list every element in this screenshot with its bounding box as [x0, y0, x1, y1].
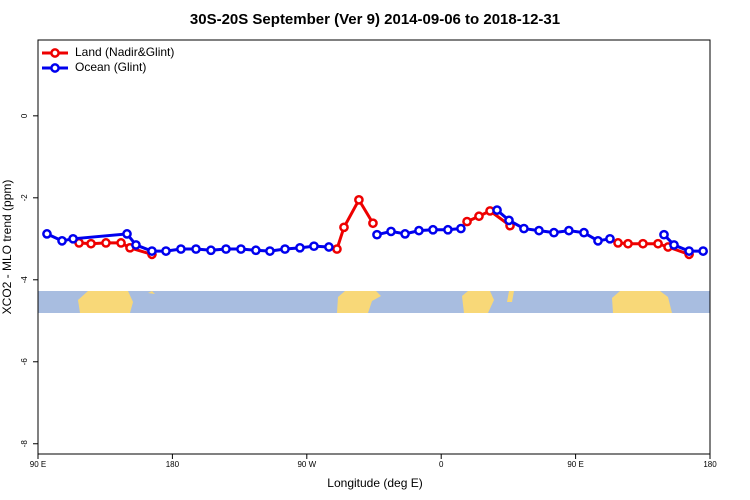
y-tick-label: -4 [20, 276, 29, 284]
series-line [662, 233, 704, 253]
plot-frame [37, 39, 711, 455]
data-point [354, 195, 364, 205]
data-point [147, 246, 157, 256]
data-point [623, 238, 633, 249]
data-point [251, 245, 261, 256]
data-point [698, 246, 708, 256]
data-point [265, 246, 275, 256]
data-point [236, 244, 246, 254]
y-tick-label: -2 [20, 194, 29, 202]
data-point [295, 242, 305, 253]
data-point [122, 229, 132, 239]
x-tick-label: 180 [166, 460, 180, 469]
map-strip [38, 291, 710, 313]
legend-marker [50, 63, 60, 73]
data-point [400, 229, 410, 239]
data-point [605, 233, 615, 244]
data-point [638, 238, 648, 249]
data-point [86, 238, 96, 249]
data-point [414, 225, 424, 236]
y-tick-label: 0 [20, 113, 29, 118]
chart-title: 30S-20S September (Ver 9) 2014-09-06 to … [190, 11, 560, 28]
data-point [564, 225, 574, 236]
data-point [176, 244, 186, 254]
data-point [368, 218, 378, 229]
data-point [42, 229, 52, 239]
data-point [474, 211, 484, 222]
data-point [549, 227, 559, 238]
data-point [443, 224, 453, 235]
data-point [462, 216, 472, 227]
data-point [131, 240, 141, 250]
data-point [684, 246, 694, 256]
data-point [116, 238, 126, 248]
x-tick-label: 90 E [567, 460, 583, 469]
data-point [339, 222, 349, 233]
data-point [386, 226, 396, 237]
data-point [579, 227, 589, 238]
data-point [428, 224, 438, 235]
data-point [221, 244, 231, 254]
data-point [372, 229, 382, 240]
data-point [613, 238, 623, 248]
data-point [206, 245, 216, 256]
data-point [101, 238, 111, 248]
y-tick-label: -8 [20, 440, 29, 448]
data-point [593, 236, 603, 246]
data-point [161, 246, 171, 256]
data-point [519, 223, 529, 234]
data-point [492, 205, 502, 215]
data-point [57, 236, 67, 246]
x-axis-label: Longitude (deg E) [327, 476, 422, 490]
data-point [669, 240, 679, 250]
data-point [659, 229, 669, 240]
data-point [653, 238, 663, 249]
series-line [466, 209, 511, 227]
data-point [309, 241, 319, 252]
data-point [456, 223, 466, 234]
y-tick-label: -6 [20, 358, 29, 366]
series-line [335, 196, 375, 250]
legend-label: Land (Nadir&Glint) [75, 45, 174, 59]
x-tick-label: 90 E [30, 460, 46, 469]
data-point [280, 244, 290, 254]
x-tick-label: 90 W [297, 460, 316, 469]
y-axis-label: XCO2 - MLO trend (ppm) [0, 180, 14, 315]
data-point [534, 225, 544, 236]
legend-label: Ocean (Glint) [75, 60, 146, 74]
data-point [324, 242, 334, 252]
legend-marker [50, 48, 60, 58]
x-tick-label: 0 [439, 460, 444, 469]
data-point [504, 215, 514, 226]
data-point [332, 244, 342, 254]
data-point [191, 244, 201, 254]
x-tick-label: 180 [703, 460, 717, 469]
data-point [68, 233, 78, 244]
